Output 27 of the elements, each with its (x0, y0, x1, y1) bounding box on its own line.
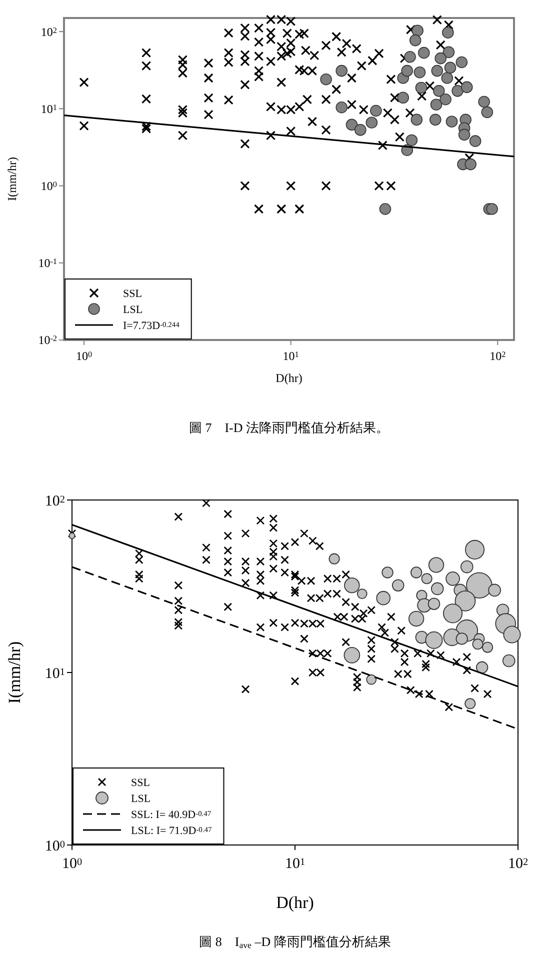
caption: 圖 8 I$_{ave}$ –D 降雨門檻值分析結果 (199, 934, 391, 950)
y-tick-label: 10$^{2}$ (40, 24, 57, 39)
y-axis-title: I(mm/hr) (5, 641, 24, 704)
y-tick-label: 10$^{2}$ (44, 493, 65, 510)
legend-label: LSL (131, 792, 151, 805)
y-tick-label: 10$^{1}$ (44, 666, 65, 682)
x-tick-label: 10$^{0}$ (62, 856, 82, 872)
y-tick-label: 10$^{-2}$ (38, 333, 57, 348)
legend-label: SSL (123, 288, 142, 300)
x-tick-label: 10$^{1}$ (284, 856, 306, 872)
x-tick-label: 10$^{1}$ (282, 349, 299, 363)
x-axis-title: D(hr) (276, 893, 314, 912)
x-tick-label: 10$^{0}$ (76, 349, 92, 363)
legend-label: SSL: I= 40.9D$^{-0.47}$ (131, 808, 212, 821)
legend-label: LSL (123, 304, 143, 316)
legend-label: LSL: I= 71.9D$^{-0.47}$ (131, 824, 212, 837)
legend-label: SSL (131, 776, 150, 789)
x-axis-title: D(hr) (276, 371, 302, 385)
y-tick-label: 10$^{1}$ (40, 102, 57, 116)
x-tick-label: 10$^{2}$ (508, 856, 528, 872)
legend-label: I=7.73D$^{-0.244}$ (123, 319, 180, 332)
y-tick-label: 10$^{0}$ (40, 178, 57, 193)
y-tick-label: 10$^{0}$ (44, 838, 65, 854)
y-tick-label: 10$^{-1}$ (38, 256, 57, 270)
caption: 圖 7 I-D 法降雨門檻值分析結果。 (188, 420, 390, 435)
y-axis-title: I(mm/hr) (5, 157, 19, 201)
x-tick-label: 10$^{2}$ (490, 349, 506, 363)
